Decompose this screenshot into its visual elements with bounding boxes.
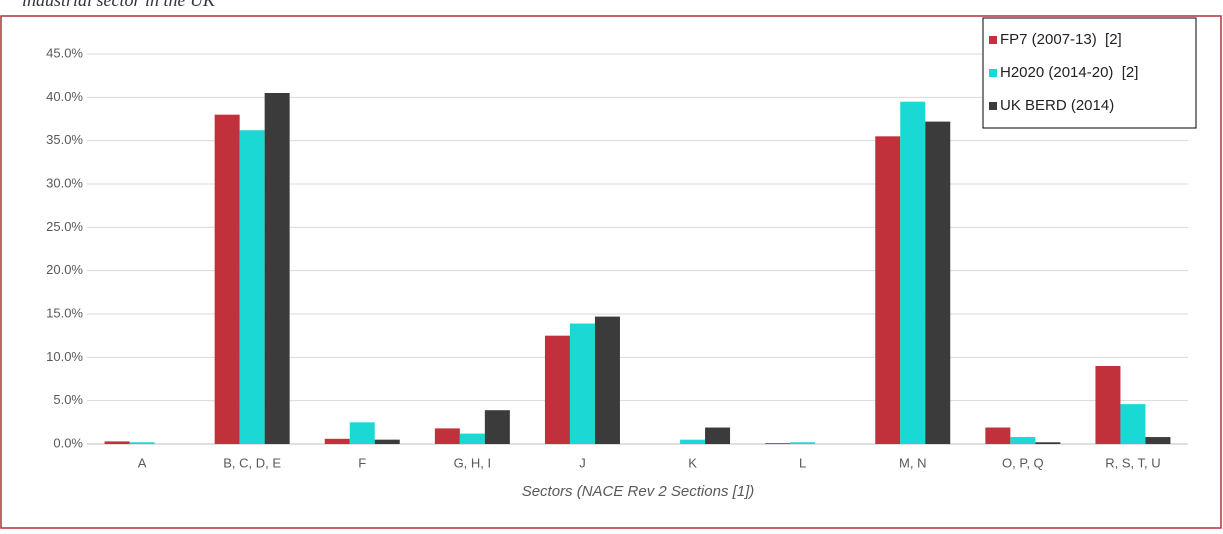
bar	[239, 130, 265, 444]
bar	[985, 427, 1011, 444]
bar	[544, 335, 570, 444]
bar	[765, 443, 791, 444]
legend-label: H2020 (2014-20) [2]	[1000, 64, 1138, 81]
y-tick-label: 20.0%	[46, 262, 83, 277]
bar	[900, 101, 926, 445]
y-tick-label: 25.0%	[46, 219, 83, 234]
bar	[129, 442, 155, 444]
bar	[925, 121, 951, 444]
legend-swatch	[989, 102, 997, 110]
bar	[1010, 437, 1036, 444]
bar	[790, 442, 816, 444]
bar	[104, 441, 130, 444]
bar	[349, 422, 375, 444]
bar	[1095, 366, 1121, 444]
x-axis-title: Sectors (NACE Rev 2 Sections [1])	[522, 483, 755, 500]
x-tick-label: L	[799, 455, 806, 470]
x-tick-label: K	[688, 455, 697, 470]
x-tick-label: F	[358, 455, 366, 470]
x-tick-label: G, H, I	[454, 455, 492, 470]
legend-box	[982, 17, 1197, 129]
y-tick-label: 15.0%	[46, 305, 83, 320]
x-tick-label: M, N	[899, 455, 926, 470]
y-tick-label: 35.0%	[46, 132, 83, 147]
y-tick-label: 40.0%	[46, 89, 83, 104]
bar	[569, 323, 595, 444]
bar	[324, 438, 350, 444]
bar	[459, 433, 485, 444]
y-tick-label: 10.0%	[46, 349, 83, 364]
bar	[1120, 404, 1146, 444]
bar	[1145, 437, 1171, 444]
x-tick-label: J	[579, 455, 586, 470]
bar	[705, 427, 731, 444]
legend-swatch	[989, 36, 997, 44]
y-tick-label: 45.0%	[46, 45, 83, 60]
x-tick-label: A	[138, 455, 147, 470]
caption: industrial sector in the UK	[22, 0, 216, 10]
bar	[264, 93, 290, 444]
bar	[680, 439, 706, 444]
bar	[434, 428, 460, 444]
bar	[1035, 442, 1061, 444]
bar	[484, 410, 510, 444]
x-tick-label: O, P, Q	[1002, 455, 1044, 470]
y-tick-label: 5.0%	[53, 392, 83, 407]
bar	[875, 136, 901, 445]
y-tick-label: 30.0%	[46, 175, 83, 190]
legend-swatch	[989, 69, 997, 77]
bar	[594, 316, 620, 444]
x-tick-label: B, C, D, E	[223, 455, 281, 470]
chart-border	[0, 15, 1222, 529]
bar	[374, 439, 400, 444]
legend-label: UK BERD (2014)	[1000, 97, 1114, 114]
legend-label: FP7 (2007-13) [2]	[1000, 31, 1122, 48]
bar	[214, 114, 240, 445]
x-tick-label: R, S, T, U	[1105, 455, 1160, 470]
y-tick-label: 0.0%	[53, 435, 83, 450]
